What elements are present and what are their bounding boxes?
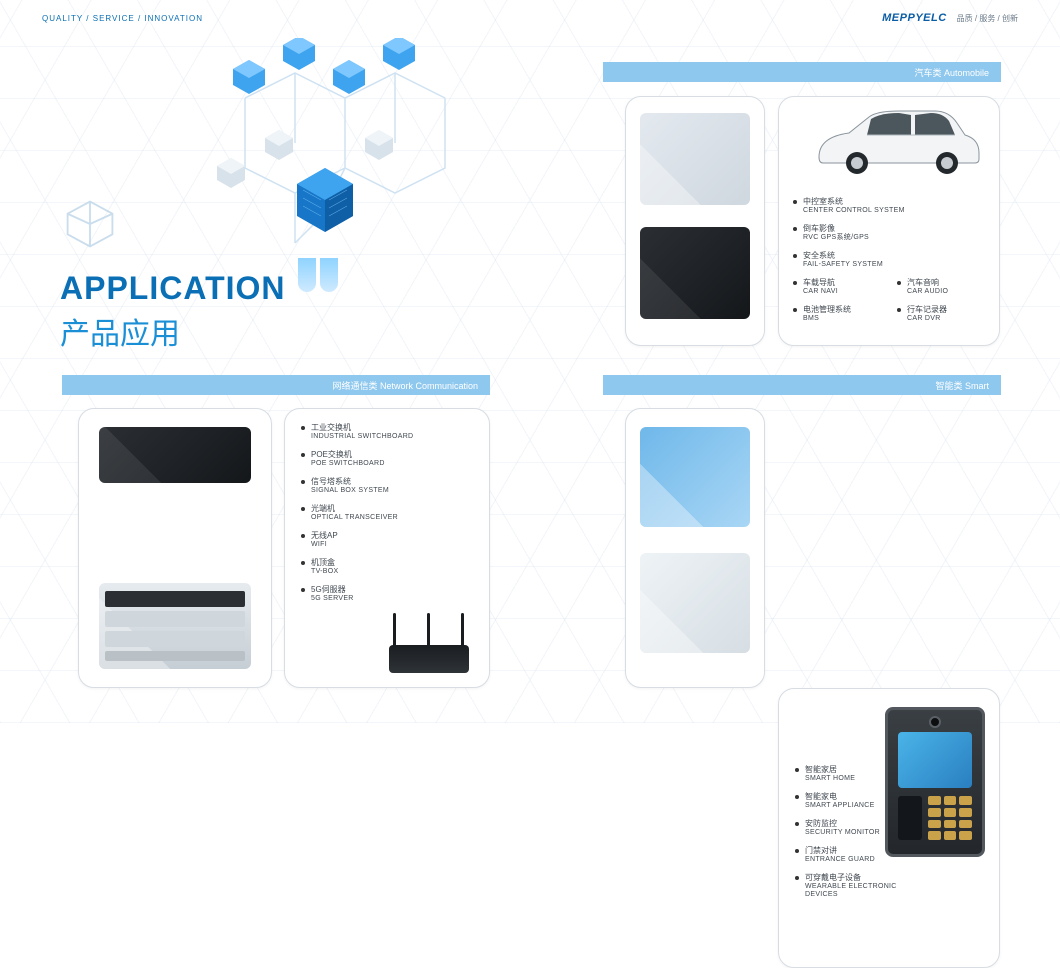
hero-title-en: APPLICATION bbox=[60, 270, 286, 307]
section-bar-label: 网络通信类 Network Communication bbox=[332, 379, 478, 392]
list-item: 信号塔系统SIGNAL BOX SYSTEM bbox=[301, 477, 473, 495]
list-item: 可穿戴电子设备WEARABLE ELECTRONIC DEVICES bbox=[795, 873, 915, 899]
list-item: 工业交换机INDUSTRIAL SWITCHBOARD bbox=[301, 423, 473, 441]
smart-info-card: 智能家居SMART HOME 智能家电SMART APPLIANCE 安防监控S… bbox=[778, 688, 1000, 968]
list-item: 汽车音响CAR AUDIO bbox=[897, 278, 985, 296]
list-item: 电池管理系统BMS bbox=[793, 305, 881, 323]
hero-title-cn: 产品应用 bbox=[60, 309, 286, 353]
hero-quote-marks bbox=[298, 258, 338, 292]
section-bar-network: 网络通信类 Network Communication bbox=[62, 375, 490, 395]
hero-title-block: APPLICATION 产品应用 bbox=[60, 270, 286, 353]
list-item: 中控室系统CENTER CONTROL SYSTEM bbox=[793, 197, 985, 215]
header-tagline: QUALITY / SERVICE / INNOVATION bbox=[42, 14, 203, 23]
brand-logo: MEPPYELC bbox=[882, 12, 947, 24]
automobile-info-card: 中控室系统CENTER CONTROL SYSTEM 倒车影像RVC GPS系统… bbox=[778, 96, 1000, 346]
network-switch-photo bbox=[99, 427, 251, 483]
list-item: 行车记录器CAR DVR bbox=[897, 305, 985, 323]
automobile-seats-photo bbox=[640, 227, 750, 319]
entrance-guard-device bbox=[885, 707, 985, 857]
router-illustration bbox=[379, 613, 479, 673]
section-bar-automobile: 汽车类 Automobile bbox=[603, 62, 1001, 82]
network-photos-card bbox=[78, 408, 272, 688]
list-item: 5G伺服器5G SERVER bbox=[301, 585, 473, 603]
network-illustration bbox=[205, 38, 465, 268]
network-list: 工业交换机INDUSTRIAL SWITCHBOARD POE交换机POE SW… bbox=[301, 423, 473, 603]
smart-photos-card bbox=[625, 408, 765, 688]
section-bar-smart: 智能类 Smart bbox=[603, 375, 1001, 395]
list-item: 车载导航CAR NAVI bbox=[793, 278, 881, 296]
list-item: 机顶盒TV-BOX bbox=[301, 558, 473, 576]
list-item: 倒车影像RVC GPS系统/GPS bbox=[793, 224, 985, 242]
automobile-interior-photo bbox=[640, 113, 750, 205]
automobile-list-2col: 车载导航CAR NAVI 电池管理系统BMS 汽车音响CAR AUDIO 行车记… bbox=[793, 278, 985, 332]
automobile-list: 中控室系统CENTER CONTROL SYSTEM 倒车影像RVC GPS系统… bbox=[793, 197, 985, 269]
network-info-card: 工业交换机INDUSTRIAL SWITCHBOARD POE交换机POE SW… bbox=[284, 408, 490, 688]
brand-block: MEPPYELC 品质 / 服务 / 创新 bbox=[882, 12, 1018, 24]
list-item: 安全系统FAIL-SAFETY SYSTEM bbox=[793, 251, 985, 269]
car-illustration bbox=[807, 103, 987, 183]
list-item: 无线APWIFI bbox=[301, 531, 473, 549]
smart-home-photo bbox=[640, 427, 750, 527]
section-bar-label: 汽车类 Automobile bbox=[914, 66, 989, 79]
section-bar-label: 智能类 Smart bbox=[935, 379, 989, 392]
cube-outline-icon bbox=[62, 196, 118, 252]
brand-subtitle: 品质 / 服务 / 创新 bbox=[957, 13, 1018, 24]
network-server-photo bbox=[99, 583, 251, 669]
list-item: POE交换机POE SWITCHBOARD bbox=[301, 450, 473, 468]
automobile-photos-card bbox=[625, 96, 765, 346]
list-item: 光端机OPTICAL TRANSCEIVER bbox=[301, 504, 473, 522]
smart-kitchen-photo bbox=[640, 553, 750, 653]
